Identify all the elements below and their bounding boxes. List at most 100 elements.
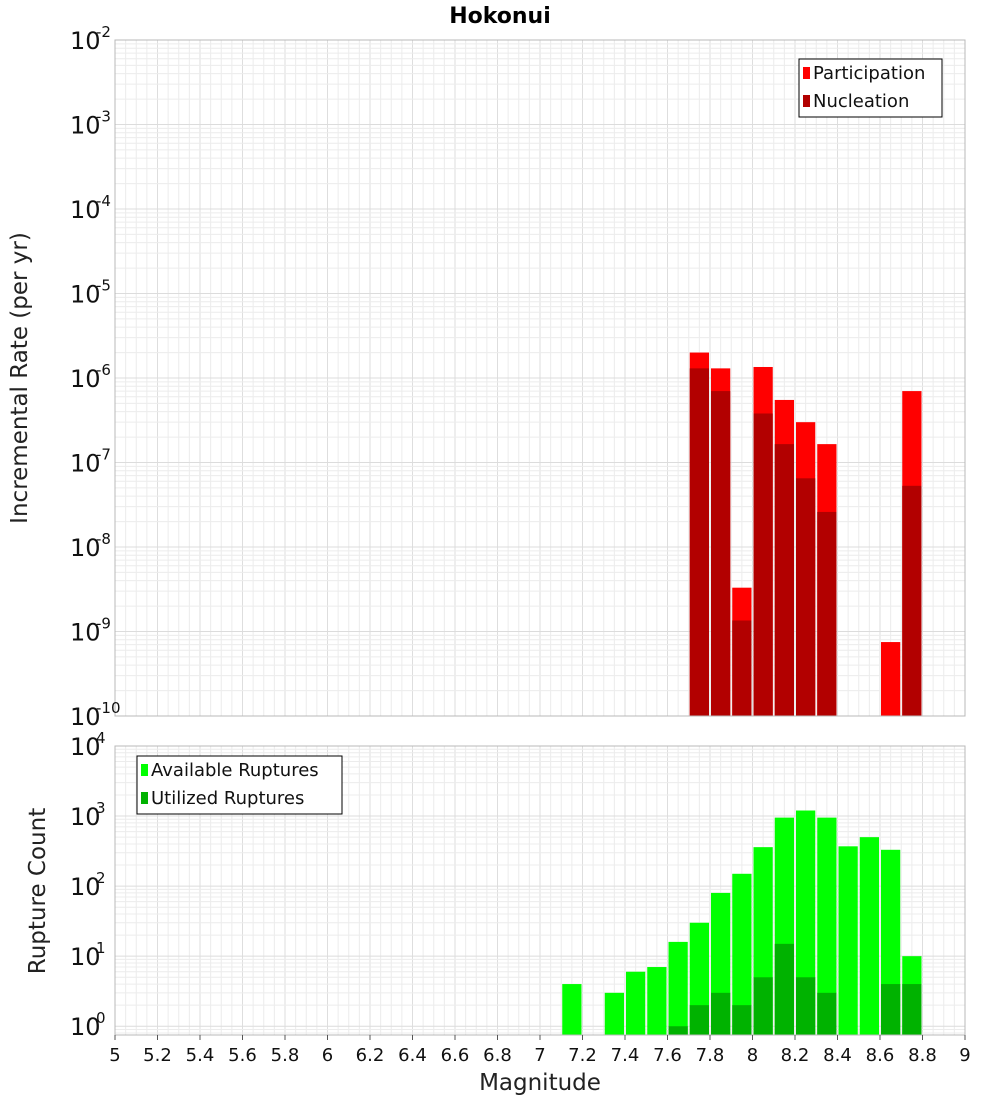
bar-participation [881, 642, 901, 716]
y-tick-label: 10 [70, 365, 101, 393]
y-tick-exponent: -7 [96, 446, 111, 464]
x-axis-label: Magnitude [479, 1070, 601, 1096]
y-tick-label: 10 [70, 112, 101, 140]
y-tick-label: 10 [70, 281, 101, 309]
y-tick-label: 10 [70, 943, 101, 971]
bar-available-ruptures [859, 837, 879, 1035]
x-tick-label: 7.4 [611, 1045, 640, 1066]
y-tick-label: 10 [70, 196, 101, 224]
bar-nucleation [753, 413, 773, 716]
legend-label: Available Ruptures [151, 760, 319, 781]
bottom-bars [562, 810, 922, 1035]
bar-nucleation [689, 368, 709, 716]
bottom-legend: Available Ruptures Utilized Ruptures [136, 755, 343, 815]
bottom-y-axis-label: Rupture Count [25, 808, 51, 974]
legend-label: Utilized Ruptures [151, 788, 304, 809]
x-tick-label: 7 [534, 1045, 545, 1066]
y-tick-exponent: 1 [96, 939, 106, 957]
y-tick-exponent: 3 [96, 799, 106, 817]
legend-swatch [141, 764, 148, 776]
legend-swatch [141, 792, 148, 804]
top-legend: Participation Nucleation [798, 58, 943, 118]
legend-box [798, 58, 943, 118]
bar-available-ruptures [626, 971, 646, 1035]
y-tick-label: 10 [70, 534, 101, 562]
bar-utilized-ruptures [817, 992, 837, 1035]
y-tick-label: 10 [70, 803, 101, 831]
y-tick-label: 10 [70, 619, 101, 647]
x-tick-label: 6 [322, 1045, 333, 1066]
x-tick-label: 8.6 [866, 1045, 895, 1066]
bar-utilized-ruptures [668, 1026, 688, 1035]
legend-label: Participation [813, 63, 925, 84]
y-tick-exponent: -8 [96, 530, 111, 548]
x-tick-label: 6.8 [483, 1045, 512, 1066]
x-tick-label: 6.2 [356, 1045, 385, 1066]
x-tick-label: 5.2 [143, 1045, 172, 1066]
x-ticks: 5 5.2 5.4 5.6 5.8 6 6.2 6.4 6.6 6.8 7 7.2 7.4 7.6 7.8 8… [109, 1035, 971, 1066]
y-tick-exponent: -3 [96, 108, 111, 126]
bar-nucleation [796, 478, 816, 716]
top-bars [689, 352, 922, 716]
top-y-axis-label: Incremental Rate (per yr) [7, 232, 33, 524]
x-tick-label: 8.4 [823, 1045, 852, 1066]
y-tick-label: 10 [70, 1013, 101, 1041]
x-tick-label: 7.6 [653, 1045, 682, 1066]
bar-nucleation [902, 485, 922, 716]
x-tick-label: 5 [109, 1045, 120, 1066]
bar-utilized-ruptures [732, 1005, 752, 1035]
bar-available-ruptures [838, 846, 858, 1035]
x-tick-label: 8 [747, 1045, 758, 1066]
bar-utilized-ruptures [711, 992, 731, 1035]
x-tick-label: 8.2 [781, 1045, 810, 1066]
y-tick-exponent: -10 [96, 699, 121, 717]
y-tick-exponent: 2 [96, 869, 106, 887]
legend-label: Nucleation [813, 91, 909, 112]
y-tick-label: 10 [70, 450, 101, 478]
bar-available-ruptures [817, 817, 837, 1035]
legend-swatch [803, 67, 810, 79]
x-tick-label: 5.4 [186, 1045, 215, 1066]
bar-available-ruptures [562, 984, 582, 1035]
bar-nucleation [774, 444, 794, 716]
y-tick-exponent: 0 [96, 1009, 106, 1027]
bar-utilized-ruptures [689, 1005, 709, 1035]
bar-utilized-ruptures [774, 943, 794, 1035]
bar-available-ruptures [647, 967, 667, 1035]
y-tick-label: 10 [70, 27, 101, 55]
bar-nucleation [732, 620, 752, 716]
y-tick-label: 10 [70, 703, 101, 731]
y-tick-exponent: -4 [96, 192, 111, 210]
y-tick-exponent: -5 [96, 277, 111, 295]
x-tick-label: 8.8 [908, 1045, 937, 1066]
bar-available-ruptures [668, 941, 688, 1035]
x-tick-label: 9 [959, 1045, 970, 1066]
x-tick-label: 6.4 [398, 1045, 427, 1066]
bar-utilized-ruptures [753, 977, 773, 1035]
bar-nucleation [711, 391, 731, 716]
legend-swatch [803, 95, 810, 107]
x-tick-label: 5.6 [228, 1045, 257, 1066]
y-tick-exponent: 4 [96, 729, 106, 747]
bar-nucleation [817, 511, 837, 716]
top-plot-frame [114, 39, 966, 717]
chart-title: Hokonui [449, 4, 551, 29]
bar-utilized-ruptures [881, 984, 901, 1035]
y-tick-exponent: -6 [96, 361, 111, 379]
bar-utilized-ruptures [902, 984, 922, 1035]
y-tick-exponent: -9 [96, 615, 111, 633]
bar-available-ruptures [604, 992, 624, 1035]
bar-available-ruptures [732, 873, 752, 1035]
y-tick-exponent: -2 [96, 23, 111, 41]
legend-box [136, 755, 343, 815]
y-tick-label: 10 [70, 873, 101, 901]
y-tick-label: 10 [70, 733, 101, 761]
bar-utilized-ruptures [796, 977, 816, 1035]
x-tick-label: 7.8 [696, 1045, 725, 1066]
x-tick-label: 7.2 [568, 1045, 597, 1066]
